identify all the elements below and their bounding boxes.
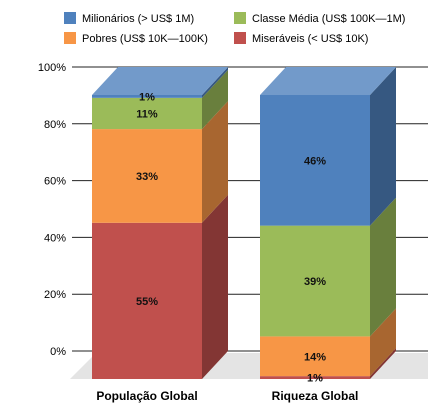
- data-label: 1%: [307, 373, 323, 385]
- x-tick-label: População Global: [96, 389, 197, 403]
- bar-segment-front: [92, 97, 202, 130]
- bar-segment-side: [370, 348, 396, 379]
- legend-swatch: [64, 12, 76, 24]
- bar-segment-front: [92, 222, 202, 379]
- y-tick-label: 60%: [44, 176, 66, 188]
- data-label: 1%: [139, 91, 155, 103]
- x-tick-label: Riqueza Global: [272, 389, 359, 403]
- bar-segment-front: [260, 95, 370, 226]
- bar-segment-front: [260, 376, 370, 379]
- y-tick-label: 0%: [50, 346, 66, 358]
- data-label: 55%: [136, 296, 158, 308]
- bar-top-face: [92, 67, 228, 95]
- bar-segment-side: [370, 197, 396, 337]
- data-label: 33%: [136, 171, 158, 183]
- bar-segment-front: [260, 225, 370, 337]
- y-tick-label: 100%: [38, 62, 66, 74]
- legend-entry: Miseráveis (< US$ 10K): [252, 33, 368, 45]
- legend-swatch: [234, 32, 246, 44]
- data-label: 14%: [304, 351, 326, 363]
- bar-segment-front: [92, 95, 202, 98]
- data-label: 46%: [304, 155, 326, 167]
- legend-entry: Milionários (> US$ 1M): [82, 13, 194, 25]
- y-tick-label: 20%: [44, 289, 66, 301]
- data-label: 11%: [136, 108, 158, 120]
- y-tick-label: 80%: [44, 119, 66, 131]
- legend-swatch: [234, 12, 246, 24]
- bar-segment-side: [202, 101, 228, 223]
- bar-segment-side: [202, 194, 228, 379]
- legend-entry: Classe Média (US$ 100K—1M): [252, 13, 405, 25]
- legend-swatch: [64, 32, 76, 44]
- bar-top-face: [260, 67, 396, 95]
- legend-entry: Pobres (US$ 10K—100K): [82, 33, 208, 45]
- data-label: 39%: [304, 276, 326, 288]
- bar-segment-front: [92, 129, 202, 223]
- bar-segment-side: [202, 67, 228, 98]
- bar-segment-side: [370, 67, 396, 226]
- y-tick-label: 40%: [44, 232, 66, 244]
- bar-segment-side: [370, 308, 396, 377]
- bar-segment-front: [260, 336, 370, 377]
- bar-segment-side: [202, 69, 228, 130]
